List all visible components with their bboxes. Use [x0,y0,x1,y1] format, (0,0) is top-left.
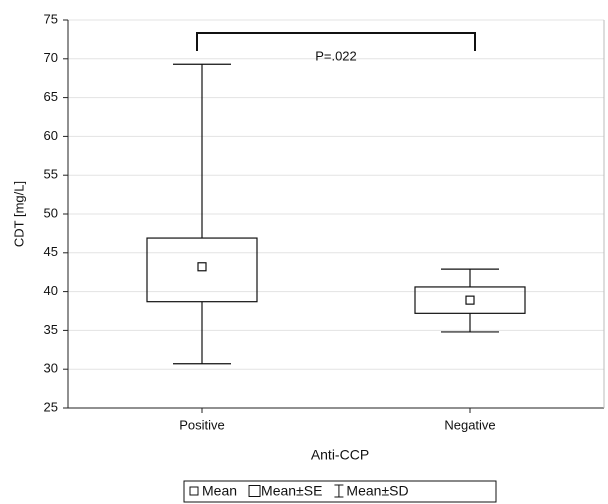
x-tick-label: Positive [179,417,225,432]
mean-marker [465,295,475,305]
legend-symbol [189,486,199,496]
y-tick-label: 25 [44,399,58,414]
y-tick-label: 40 [44,283,58,298]
y-axis-label: CDT [mg/L] [11,181,26,247]
x-axis-label: Anti-CCP [311,447,369,463]
legend-label: Mean±SE [261,483,322,499]
y-tick-label: 70 [44,50,58,65]
annotation: P=.022 [315,48,357,63]
se-box [414,286,526,314]
y-tick-label: 45 [44,244,58,259]
legend-label: Mean [202,483,237,499]
y-tick-label: 30 [44,361,58,376]
legend-symbol [334,484,344,498]
mean-marker [197,262,207,272]
significance-bracket [196,32,476,51]
y-tick-label: 75 [44,11,58,26]
x-tick-label: Negative [444,417,495,432]
y-tick-label: 35 [44,322,58,337]
y-tick-label: 65 [44,89,58,104]
legend-box [183,480,497,503]
y-tick-label: 50 [44,205,58,220]
y-tick-label: 55 [44,167,58,182]
legend-symbol [248,485,261,497]
legend-label: Mean±SD [346,483,408,499]
y-tick-label: 60 [44,128,58,143]
se-box [146,237,258,303]
